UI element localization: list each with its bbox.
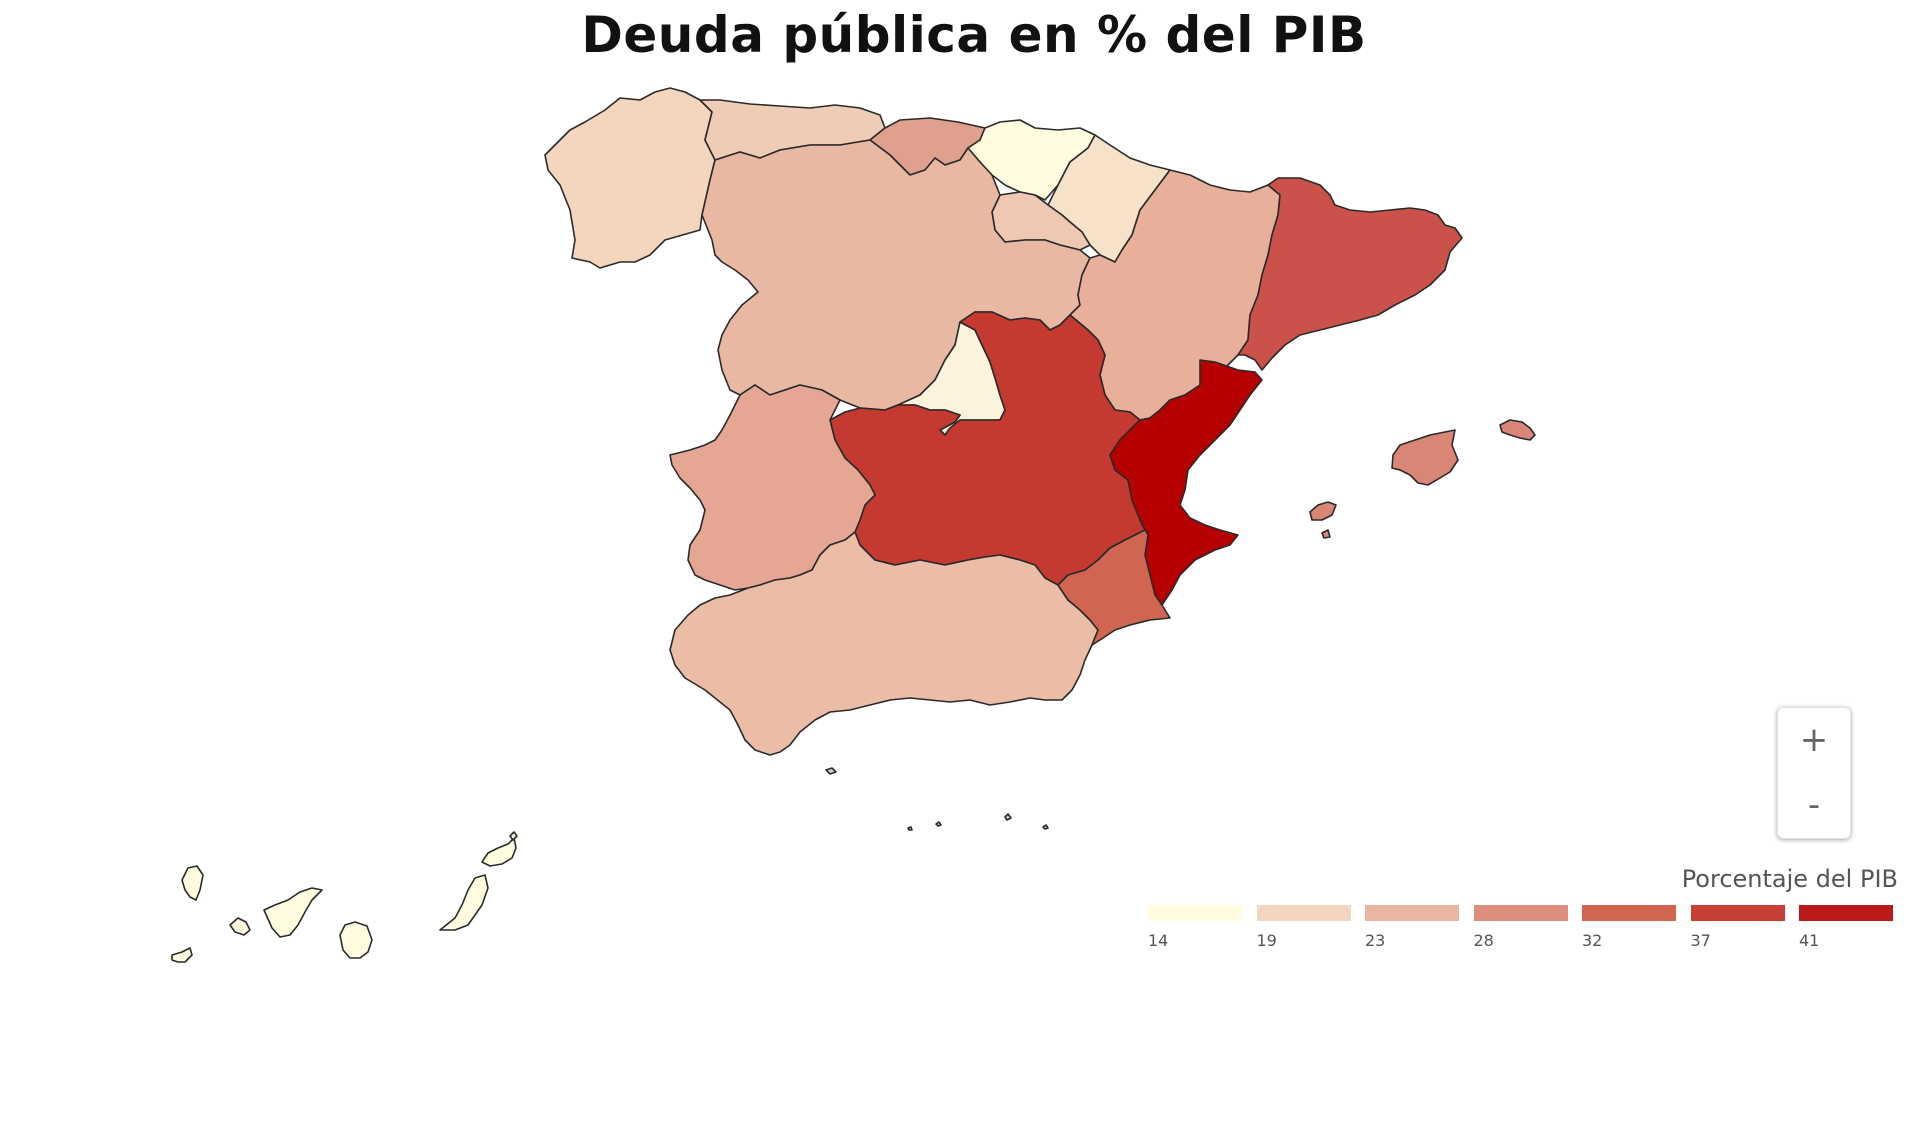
region-canarias-la-palma[interactable]: Canarias: [181, 865, 204, 901]
zoom-control: + -: [1777, 707, 1851, 839]
region-canarias-el-hierro[interactable]: Canarias: [171, 947, 193, 963]
legend-label: 14: [1148, 931, 1169, 950]
region-andalucia[interactable]: Andalucía: [669, 531, 1099, 756]
legend-swatch: [1256, 905, 1351, 921]
legend-swatch: [1690, 905, 1785, 921]
region-canarias-tenerife[interactable]: Canarias: [263, 887, 323, 938]
region-islet-2: Melilla: [1042, 824, 1049, 830]
region-canarias-la-graciosa[interactable]: Canarias: [509, 831, 518, 841]
region-cataluna[interactable]: Cataluña: [1237, 177, 1463, 371]
region-canarias-gran-canaria[interactable]: Canarias: [339, 921, 373, 959]
zoom-in-button[interactable]: +: [1799, 720, 1829, 760]
legend-label: 23: [1365, 931, 1386, 950]
region-islet-1: Melilla: [935, 821, 942, 827]
legend-label: 41: [1799, 931, 1820, 950]
legend-swatch: [1582, 905, 1676, 921]
map-title: Deuda pública en % del PIB: [581, 6, 1367, 64]
region-islas-baleares-formentera[interactable]: Islas Baleares: [1321, 529, 1331, 539]
legend-swatch: [1473, 905, 1568, 921]
region-comunidad-valenciana[interactable]: Comunidad Valenciana: [1109, 359, 1263, 606]
region-melilla[interactable]: Melilla: [1004, 813, 1012, 821]
region-ceuta[interactable]: Ceuta: [825, 767, 837, 775]
region-canarias-fuerteventura[interactable]: Canarias: [439, 874, 489, 931]
legend-label: 19: [1256, 931, 1277, 950]
legend-label: 32: [1582, 931, 1603, 950]
region-canarias-la-gomera[interactable]: Canarias: [229, 917, 251, 936]
region-islas-baleares-menorca[interactable]: Islas Baleares: [1499, 419, 1536, 441]
region-islet-3: Melilla: [907, 826, 913, 831]
region-canarias-lanzarote[interactable]: Canarias: [481, 837, 517, 867]
region-islas-baleares-ibiza[interactable]: Islas Baleares: [1309, 501, 1337, 521]
legend-title: Porcentaje del PIB: [1681, 865, 1898, 893]
zoom-out-button[interactable]: -: [1807, 785, 1821, 825]
legend-label: 37: [1690, 931, 1711, 950]
region-galicia[interactable]: Galicia: [544, 87, 716, 269]
region-islas-baleares-mallorca[interactable]: Islas Baleares: [1391, 429, 1459, 486]
region-murcia[interactable]: Región de Murcia: [1057, 519, 1171, 646]
legend-label: 28: [1473, 931, 1494, 950]
legend-swatch: [1365, 905, 1459, 921]
legend-swatch: [1148, 905, 1242, 921]
legend-swatch: [1799, 905, 1893, 921]
